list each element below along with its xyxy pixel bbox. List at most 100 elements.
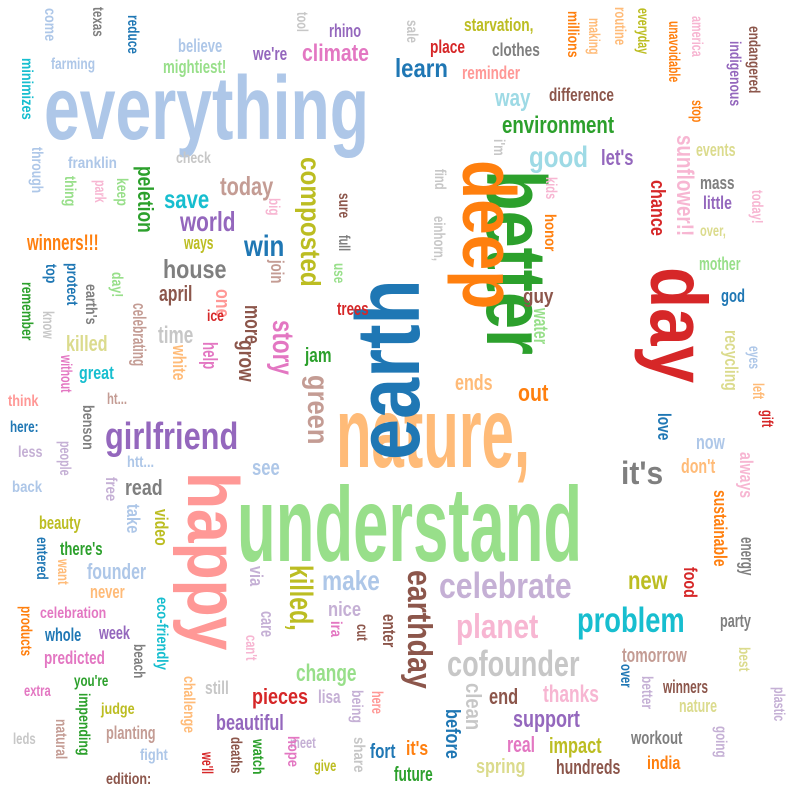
word-find: find	[431, 169, 448, 190]
word-hundreds: hundreds	[556, 757, 621, 779]
word-save: save	[164, 184, 210, 214]
word-making: making	[585, 18, 602, 55]
word-back: back	[12, 479, 43, 496]
word-predicted: predicted	[44, 648, 105, 668]
word-products: products	[17, 606, 34, 657]
word-ira: ira	[327, 621, 344, 637]
word-still: still	[205, 678, 229, 698]
word-difference: difference	[549, 85, 614, 105]
word-indigenous: indigenous	[726, 41, 743, 107]
word-before: before	[441, 709, 463, 759]
word-texas: texas	[89, 7, 106, 37]
word-top: top	[42, 264, 59, 284]
word-week: week	[99, 623, 130, 643]
word-without: without	[57, 355, 74, 393]
word-reminder: reminder	[462, 63, 521, 83]
word-nature: nature,	[336, 377, 531, 489]
word-ice: ice	[207, 308, 224, 325]
word-never: never	[90, 582, 125, 602]
word-recycling: recycling	[721, 330, 741, 391]
word-meet: meet	[290, 735, 316, 752]
word-einhorn: einhorn,	[430, 216, 447, 262]
word-sale: sale	[403, 20, 420, 43]
word-know: know	[39, 311, 56, 339]
word-everyday: everyday	[634, 8, 651, 55]
word-cant: can't	[242, 635, 259, 661]
word-want: want	[54, 559, 71, 585]
word-party: party	[720, 611, 751, 631]
word-events: events	[696, 140, 736, 160]
word-more: more	[240, 305, 265, 344]
word-through: through	[28, 147, 45, 194]
word-over: over	[617, 664, 634, 688]
word-everything: everything	[44, 59, 369, 159]
word-best: best	[735, 647, 752, 672]
word-killed-comma: killed,	[283, 565, 319, 631]
word-here-colon: here:	[10, 419, 39, 436]
word-day: day	[634, 267, 723, 384]
word-great: great	[79, 363, 114, 383]
word-whole: whole	[45, 625, 82, 645]
word-day-excl: day!	[108, 272, 125, 298]
word-come: come	[41, 8, 58, 42]
word-god: god	[721, 286, 746, 306]
word-edition: edition:	[106, 771, 152, 788]
word-gift: gift	[758, 410, 775, 428]
word-love: love	[654, 413, 674, 441]
word-nature-small: nature	[679, 696, 718, 716]
word-farming: farming	[51, 56, 96, 73]
word-killed-small: killed	[66, 331, 108, 356]
word-composted: composted	[295, 157, 326, 287]
word-kids: kids	[542, 177, 559, 200]
word-earths: earth's	[82, 284, 99, 325]
word-minimizes: minimizes	[18, 58, 35, 120]
word-deaths: deaths	[227, 737, 244, 774]
word-mother: mother	[699, 254, 741, 274]
word-fight: fight	[140, 747, 168, 764]
word-ht: ht...	[107, 391, 128, 408]
word-franklin: franklin	[68, 155, 117, 172]
word-youre: you're	[74, 673, 109, 690]
word-reduce: reduce	[124, 15, 141, 54]
word-tomorrow: tomorrow	[622, 645, 687, 667]
word-htt: htt...	[127, 454, 155, 471]
word-celebrate: celebrate	[439, 565, 572, 606]
word-food: food	[680, 567, 700, 598]
word-nice: nice	[328, 599, 362, 621]
word-always: always	[736, 452, 756, 499]
word-chance: chance	[646, 180, 668, 236]
word-tool: tool	[293, 12, 310, 32]
word-support: support	[513, 706, 580, 733]
word-protect: protect	[63, 263, 80, 306]
word-winners-excl: winners!!!	[27, 230, 99, 255]
word-its-small: it's	[406, 738, 429, 760]
word-place: place	[430, 37, 466, 57]
word-make: make	[322, 565, 380, 596]
word-america: america	[688, 16, 705, 57]
word-learn: learn	[395, 53, 448, 83]
word-beach: beach	[130, 644, 147, 679]
word-sure: sure	[335, 193, 352, 219]
word-endangered: endangered	[745, 26, 762, 94]
word-read: read	[125, 475, 163, 500]
word-change: change	[296, 660, 357, 687]
word-celebrating: celebrating	[129, 303, 149, 367]
word-sunflower: sunflower!!	[671, 135, 698, 237]
word-via: via	[246, 566, 266, 587]
word-impending: impending	[75, 693, 92, 756]
word-hope: hope	[284, 736, 301, 767]
word-founder: founder	[87, 559, 147, 584]
word-mass: mass	[700, 173, 735, 193]
word-clean: clean	[461, 683, 486, 731]
word-dont: don't	[681, 456, 716, 478]
word-people: people	[56, 441, 73, 476]
word-think: think	[8, 393, 39, 410]
word-time: time	[158, 322, 194, 349]
word-today-excl: today!	[748, 190, 765, 224]
word-girlfriend: girlfriend	[105, 416, 239, 458]
word-water: water	[529, 308, 551, 345]
word-thing: thing	[61, 176, 78, 207]
word-take: take	[123, 504, 143, 534]
word-unavoidable: unavoidable	[665, 21, 682, 83]
